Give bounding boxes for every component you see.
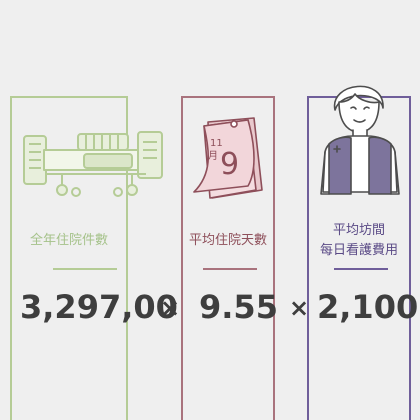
calendar-icon: 11 月 9 xyxy=(193,117,263,199)
calendar-month-unit: 月 xyxy=(208,150,218,162)
multiply-sign-2: × xyxy=(289,294,310,322)
calendar-month: 11 xyxy=(210,138,223,149)
multiply-sign-1: × xyxy=(160,294,181,322)
annual-cases-value: 3,297,00 xyxy=(20,288,178,326)
annual-cases-label: 全年住院件數 xyxy=(29,233,108,248)
average-days-card xyxy=(181,96,275,420)
daily-care-cost-divider xyxy=(334,268,388,270)
caregiver-icon xyxy=(320,85,400,195)
average-days-divider xyxy=(203,268,257,270)
calendar-day: 9 xyxy=(220,147,239,182)
hospital-bed-icon xyxy=(23,131,163,197)
daily-care-cost-label-line2: 每日看護費用 xyxy=(319,243,398,258)
average-days-label: 平均住院天數 xyxy=(188,233,267,248)
annual-cases-card xyxy=(10,96,128,420)
average-days-value: 9.55 xyxy=(199,288,278,326)
daily-care-cost-value: 2,100 xyxy=(317,288,419,326)
annual-cases-divider xyxy=(53,268,117,270)
daily-care-cost-label-line1: 平均坊間 xyxy=(332,223,385,238)
